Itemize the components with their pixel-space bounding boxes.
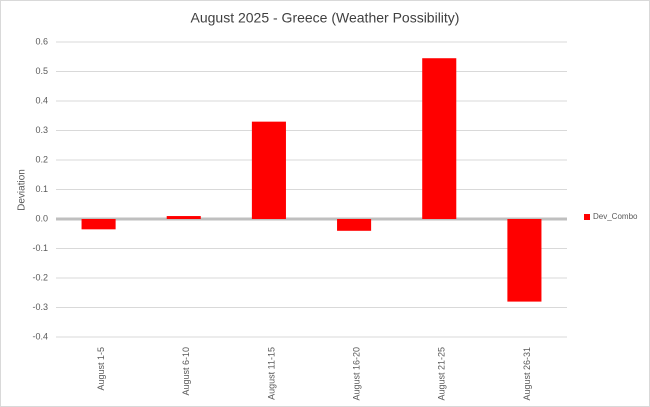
bar (81, 219, 116, 230)
y-tick-label: 0.4 (35, 95, 48, 105)
y-tick-label: -0.4 (32, 331, 48, 341)
y-tick-label: -0.3 (32, 302, 48, 312)
y-tick-label: 0.1 (35, 184, 48, 194)
y-tick-label: -0.2 (32, 272, 48, 282)
x-tick-label: August 1-5 (96, 347, 106, 391)
y-tick-label: 0.2 (35, 154, 48, 164)
bar (507, 219, 542, 302)
x-tick-label: August 6-10 (181, 347, 191, 396)
y-tick-label: 0.0 (35, 213, 48, 223)
legend-swatch (584, 214, 590, 220)
bar (251, 121, 286, 219)
x-tick-label: August 26-31 (522, 347, 532, 401)
bar (166, 216, 201, 219)
chart-title: August 2025 - Greece (Weather Possibilit… (191, 10, 460, 26)
legend-label: Dev_Combo (593, 212, 638, 221)
y-tick-label: 0.5 (35, 66, 48, 76)
y-tick-label: 0.3 (35, 125, 48, 135)
y-axis-label: Deviation (17, 169, 28, 211)
x-tick-label: August 16-20 (351, 347, 361, 401)
bar (422, 58, 457, 219)
x-tick-label: August 11-15 (266, 347, 276, 400)
bar (337, 219, 372, 231)
x-tick-label: August 21-25 (437, 347, 447, 401)
y-tick-label: -0.1 (32, 243, 48, 253)
y-tick-label: 0.6 (35, 36, 48, 46)
